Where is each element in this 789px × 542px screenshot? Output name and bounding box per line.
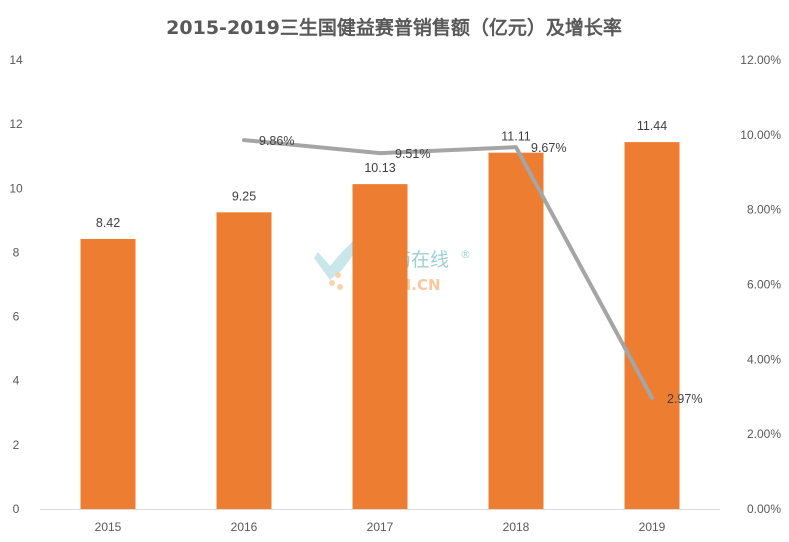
growth-line: [242, 138, 654, 400]
y-left-tick: 8: [13, 245, 20, 259]
bar-label-2016: 9.25: [232, 189, 256, 203]
x-tick-2015: 2015: [95, 520, 122, 534]
growth-label-2017: 9.51%: [395, 147, 430, 161]
bar-label-2015: 8.42: [96, 216, 120, 230]
growth-label-2019: 2.97%: [667, 392, 702, 406]
y-right-tick: 0.00%: [747, 502, 781, 516]
y-right-tick: 6.00%: [747, 278, 781, 292]
y-left-tick: 2: [13, 438, 20, 452]
y-right-tick: 2.00%: [747, 427, 781, 441]
y-left-tick: 10: [9, 181, 23, 195]
bar-series: [80, 142, 680, 510]
bar-data-labels: 8.42 9.25 10.13 11.11 11.44: [96, 119, 667, 230]
y-right-tick: 12.00%: [740, 53, 781, 67]
x-tick-2016: 2016: [231, 520, 258, 534]
y-left-tick: 0: [13, 502, 20, 516]
pharma-logo-icon: [314, 240, 360, 290]
growth-data-labels: 9.86% 9.51% 9.67% 2.97%: [259, 134, 702, 406]
bar-2017: [352, 184, 408, 509]
bar-2019: [624, 142, 680, 510]
y-axis-left: 0 2 4 6 8 10 12 14: [9, 53, 23, 516]
growth-line-series: [242, 138, 654, 400]
watermark-reg-mark: ®: [460, 248, 471, 261]
y-left-tick: 4: [13, 374, 20, 388]
bar-label-2019: 11.44: [637, 119, 667, 133]
y-right-tick: 10.00%: [740, 128, 781, 142]
bar-label-2017: 10.13: [364, 161, 395, 175]
x-axis: 2015 2016 2017 2018 2019: [40, 509, 720, 534]
x-tick-2019: 2019: [639, 520, 666, 534]
bar-label-2018: 11.11: [501, 130, 530, 144]
y-left-tick: 14: [9, 53, 23, 67]
growth-label-2018: 9.67%: [531, 141, 566, 155]
y-right-tick: 8.00%: [747, 203, 781, 217]
growth-label-2016: 9.86%: [259, 134, 294, 148]
bar-2018: [488, 152, 544, 509]
y-left-tick: 12: [9, 117, 23, 131]
y-left-tick: 6: [13, 310, 20, 324]
chart-title: 2015-2019三生国健益赛普销售额（亿元）及增长率: [166, 16, 622, 39]
y-right-tick: 4.00%: [747, 352, 781, 366]
x-tick-2018: 2018: [503, 520, 530, 534]
x-tick-2017: 2017: [367, 520, 394, 534]
bar-2016: [216, 212, 272, 509]
y-axis-right: 0.00% 2.00% 4.00% 6.00% 8.00% 10.00% 12.00%: [740, 53, 781, 516]
bar-2015: [80, 238, 136, 510]
